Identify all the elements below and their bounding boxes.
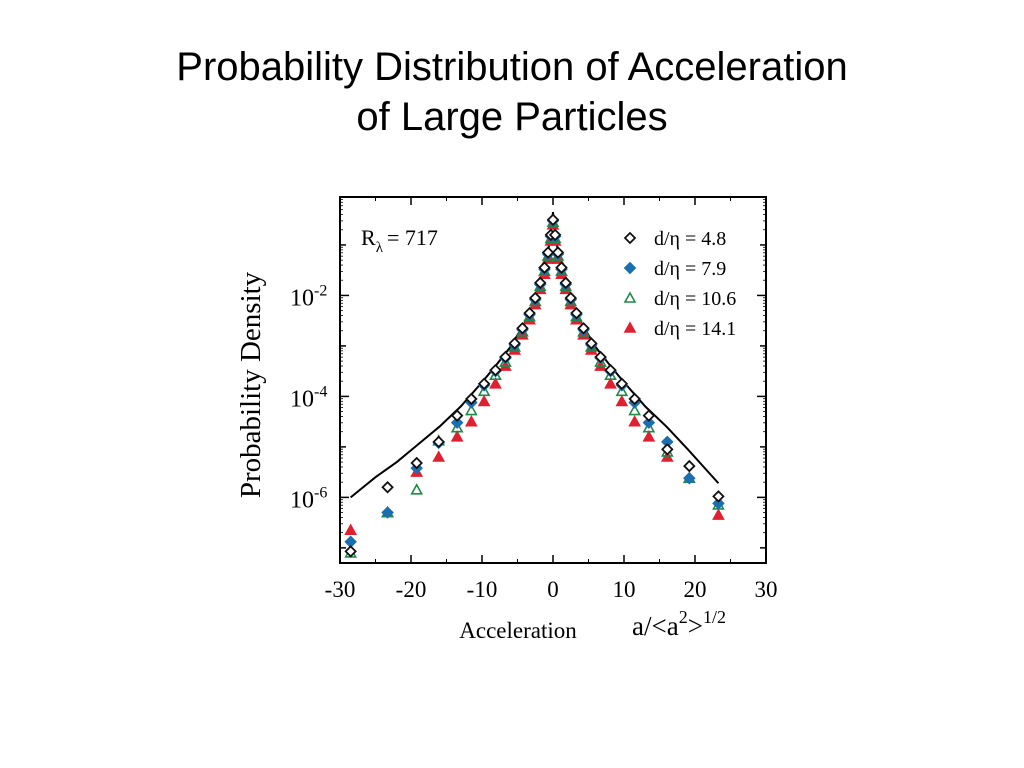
data-point xyxy=(516,321,529,335)
data-point xyxy=(683,459,696,473)
data-point xyxy=(432,450,446,462)
data-point xyxy=(477,384,491,397)
slide-title-line1: Probability Distribution of Acceleration xyxy=(176,45,848,89)
legend-label: d/η = 7.9 xyxy=(654,258,726,280)
x-tick-label: -10 xyxy=(467,577,498,602)
x-axis-formula-close: > xyxy=(688,611,703,641)
y-axis-ticks: 10-2 10-4 10-6 xyxy=(290,198,766,549)
data-point xyxy=(594,350,607,364)
x-tick-label: 0 xyxy=(547,577,559,602)
data-point xyxy=(604,363,617,377)
y-tick-label: 10-2 xyxy=(290,282,327,311)
data-point xyxy=(604,377,617,389)
data-point xyxy=(642,409,656,422)
legend-label: d/η = 14.1 xyxy=(654,318,736,340)
data-point xyxy=(615,394,629,407)
data-point xyxy=(541,246,555,259)
data-point xyxy=(628,403,642,416)
data-point xyxy=(489,377,502,389)
x-tick-label: -30 xyxy=(325,577,356,602)
legend-marker xyxy=(623,231,637,245)
y-tick-label: 10-4 xyxy=(290,383,327,412)
x-axis-label: Acceleration xyxy=(459,618,577,643)
data-point xyxy=(533,276,547,290)
reynolds-annotation-value: = 717 xyxy=(387,225,438,250)
x-tick-label: 10 xyxy=(613,577,636,602)
data-point xyxy=(450,409,464,422)
data-point xyxy=(381,481,394,494)
x-axis-formula-sup1: 2 xyxy=(679,607,688,627)
data-point xyxy=(570,306,583,320)
data-point xyxy=(464,415,478,427)
data-point xyxy=(585,337,598,350)
data-point xyxy=(508,337,521,350)
x-tick-label: -20 xyxy=(396,577,427,602)
data-point xyxy=(712,508,725,520)
slide-title: Probability Distribution of Acceleration… xyxy=(0,42,1024,142)
legend: d/η = 4.8 d/η = 7.9 d/η = 10.6 d/η = 14.1 xyxy=(623,228,736,340)
data-points-layer xyxy=(344,213,725,558)
data-point xyxy=(642,416,656,429)
data-point xyxy=(548,228,562,242)
slide-title-line2: of Large Particles xyxy=(356,95,668,139)
x-axis-ticks: -30 -20 -10 0 10 20 30 xyxy=(325,197,778,602)
data-point xyxy=(489,363,502,377)
data-point xyxy=(683,471,696,485)
data-point xyxy=(628,392,641,406)
y-tick-label: 10-6 xyxy=(290,484,327,513)
legend-label: d/η = 4.8 xyxy=(654,228,726,250)
data-point xyxy=(555,261,568,274)
data-point xyxy=(564,291,578,305)
reynolds-annotation-base: R xyxy=(361,225,376,250)
data-point xyxy=(410,456,423,470)
reynolds-annotation: Rλ = 717 xyxy=(361,225,438,256)
x-axis-formula-sup2: 1/2 xyxy=(703,607,726,627)
data-point xyxy=(628,415,642,427)
data-point xyxy=(477,377,491,391)
data-point xyxy=(465,392,478,406)
data-point xyxy=(712,490,725,503)
data-point xyxy=(477,394,491,407)
data-point xyxy=(344,523,358,535)
legend-marker xyxy=(623,261,637,275)
data-point xyxy=(661,443,674,456)
data-point xyxy=(450,430,464,442)
x-tick-label: 20 xyxy=(684,577,707,602)
data-point xyxy=(559,276,573,290)
data-point xyxy=(642,430,656,442)
reynolds-annotation-sub: λ xyxy=(376,240,384,256)
data-point xyxy=(642,421,656,433)
data-point xyxy=(551,246,565,259)
data-point xyxy=(712,497,725,510)
x-tick-label: 30 xyxy=(755,577,778,602)
data-point xyxy=(344,545,357,558)
data-point xyxy=(432,435,445,449)
data-point xyxy=(450,421,464,433)
data-point xyxy=(615,377,629,391)
data-point xyxy=(464,403,478,416)
data-point xyxy=(615,384,629,397)
legend-marker xyxy=(623,321,637,333)
data-point xyxy=(538,261,551,274)
data-point xyxy=(528,291,542,305)
x-axis-formula: a/<a2>1/2 xyxy=(632,607,726,641)
data-point xyxy=(577,321,590,335)
data-point xyxy=(410,483,424,495)
data-point xyxy=(523,306,536,320)
x-axis-formula-main: a/<a xyxy=(632,611,679,641)
y-axis-label: Probability Density xyxy=(235,271,267,498)
legend-marker xyxy=(623,291,637,303)
data-point xyxy=(499,350,512,364)
series-1 xyxy=(344,213,725,558)
data-point xyxy=(546,213,560,226)
legend-label: d/η = 10.6 xyxy=(654,288,736,310)
data-point xyxy=(381,506,394,519)
data-point xyxy=(450,416,464,429)
